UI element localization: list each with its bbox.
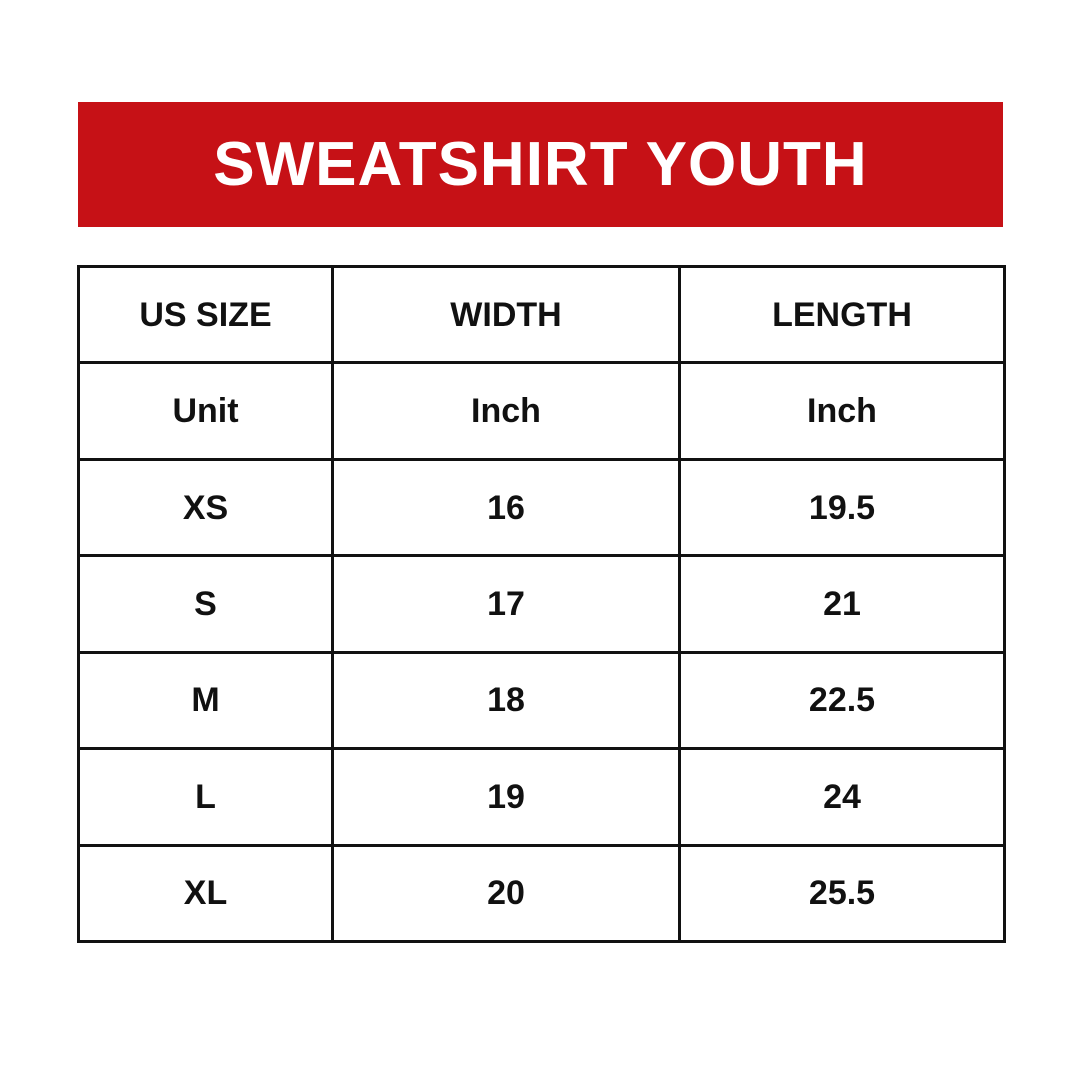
size-cell: S [77, 554, 334, 654]
width-cell: 20 [331, 843, 681, 944]
width-cell: 17 [331, 554, 681, 654]
width-cell: 18 [331, 650, 681, 751]
table-row: S 17 21 [77, 554, 1006, 654]
length-cell: 21 [678, 554, 1006, 654]
size-cell: M [77, 650, 334, 751]
length-cell: 19.5 [678, 457, 1006, 558]
table-row: XS 16 19.5 [77, 457, 1006, 558]
header-width: WIDTH [331, 264, 681, 365]
width-cell: 19 [331, 747, 681, 847]
size-cell: XS [77, 457, 334, 558]
header-length: LENGTH [678, 264, 1006, 365]
table-header-row: US SIZE WIDTH LENGTH [77, 264, 1006, 365]
unit-length: Inch [678, 361, 1006, 461]
table-unit-row: Unit Inch Inch [77, 361, 1006, 461]
title-banner: SWEATSHIRT YOUTH [78, 102, 1003, 227]
table-row: M 18 22.5 [77, 650, 1006, 751]
page-title: SWEATSHIRT YOUTH [213, 129, 868, 199]
length-cell: 22.5 [678, 650, 1006, 751]
unit-width: Inch [331, 361, 681, 461]
width-cell: 16 [331, 457, 681, 558]
size-cell: L [77, 747, 334, 847]
header-us-size: US SIZE [77, 264, 334, 365]
size-chart-table: US SIZE WIDTH LENGTH Unit Inch Inch XS 1… [77, 264, 1006, 944]
unit-label: Unit [77, 361, 334, 461]
size-cell: XL [77, 843, 334, 944]
table-row: XL 20 25.5 [77, 843, 1006, 944]
length-cell: 24 [678, 747, 1006, 847]
length-cell: 25.5 [678, 843, 1006, 944]
table-row: L 19 24 [77, 747, 1006, 847]
